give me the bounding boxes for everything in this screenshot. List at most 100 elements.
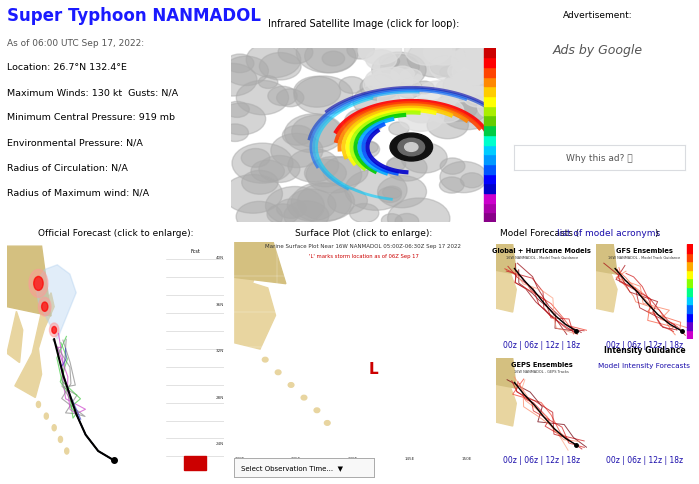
Text: Maximum Winds: 130 kt  Gusts: N/A: Maximum Winds: 130 kt Gusts: N/A (7, 88, 178, 97)
Bar (484, 194, 496, 203)
Circle shape (225, 102, 250, 118)
Text: 00z | 06z | 12z | 18z: 00z | 06z | 12z | 18z (606, 455, 683, 464)
Text: Advertisement:: Advertisement: (563, 11, 633, 20)
Circle shape (52, 425, 56, 431)
Circle shape (350, 204, 379, 223)
Circle shape (305, 40, 356, 74)
Text: As of 06:00 UTC Sep 17, 2022:: As of 06:00 UTC Sep 17, 2022: (7, 39, 144, 48)
Text: 00z | 06z | 12z | 18z: 00z | 06z | 12z | 18z (606, 340, 683, 349)
Text: Ads by Google: Ads by Google (553, 44, 642, 57)
Circle shape (224, 57, 268, 86)
Circle shape (224, 175, 282, 214)
Text: Marine Surface Plot Near 16W NANMADOL 05:00Z-06:30Z Sep 17 2022: Marine Surface Plot Near 16W NANMADOL 05… (266, 243, 461, 248)
Circle shape (380, 55, 400, 69)
Text: Stop seeing this ad: Stop seeing this ad (550, 121, 649, 130)
Circle shape (38, 298, 51, 317)
Circle shape (339, 77, 365, 94)
Circle shape (466, 88, 491, 105)
Circle shape (395, 214, 419, 229)
Circle shape (447, 81, 473, 98)
Circle shape (306, 157, 361, 194)
Circle shape (372, 53, 426, 89)
Circle shape (241, 149, 270, 168)
Text: 16W NANMADOL - Model Track Guidance: 16W NANMADOL - Model Track Guidance (505, 256, 578, 260)
Circle shape (358, 37, 401, 65)
Bar (484, 126, 496, 136)
Circle shape (363, 74, 399, 97)
Circle shape (473, 55, 509, 78)
Circle shape (358, 113, 376, 125)
Circle shape (262, 358, 268, 362)
Circle shape (381, 56, 419, 81)
Circle shape (324, 421, 330, 425)
Bar (687, 313, 693, 322)
Text: 'L' marks storm location as of 06Z Sep 17: 'L' marks storm location as of 06Z Sep 1… (308, 254, 419, 258)
Circle shape (452, 60, 492, 86)
Circle shape (382, 214, 402, 228)
Circle shape (291, 183, 352, 223)
Text: Minimum Central Pressure: 919 mb: Minimum Central Pressure: 919 mb (7, 113, 175, 122)
Text: Location: 26.7°N 132.4°E: Location: 26.7°N 132.4°E (7, 63, 127, 72)
Text: 130E: 130E (234, 456, 245, 460)
Circle shape (232, 144, 293, 184)
Circle shape (278, 42, 313, 64)
Circle shape (461, 173, 483, 188)
Circle shape (403, 100, 440, 123)
Circle shape (391, 67, 415, 82)
Text: L: L (369, 361, 379, 376)
Bar (484, 87, 496, 97)
Circle shape (468, 71, 503, 94)
Bar (687, 304, 693, 313)
Text: Radius of Maximum wind: N/A: Radius of Maximum wind: N/A (7, 188, 149, 197)
Circle shape (294, 77, 353, 116)
Text: Model Intensity Forecasts: Model Intensity Forecasts (598, 363, 691, 368)
Bar (484, 97, 496, 106)
Circle shape (52, 327, 57, 334)
Circle shape (226, 55, 254, 74)
Circle shape (275, 370, 281, 375)
Polygon shape (496, 358, 517, 388)
Circle shape (480, 80, 505, 96)
Circle shape (424, 40, 463, 66)
Circle shape (415, 82, 434, 95)
Bar (484, 77, 496, 87)
Circle shape (377, 176, 426, 208)
Circle shape (59, 437, 62, 442)
Polygon shape (596, 244, 608, 274)
Circle shape (259, 53, 301, 81)
Circle shape (50, 323, 59, 337)
Bar (484, 145, 496, 155)
Circle shape (236, 202, 282, 232)
Text: Fcst: Fcst (190, 249, 200, 254)
Text: 140E: 140E (348, 456, 359, 460)
Circle shape (42, 302, 48, 312)
Circle shape (361, 142, 378, 154)
Circle shape (427, 112, 468, 139)
Circle shape (387, 198, 450, 240)
Polygon shape (234, 242, 286, 284)
Circle shape (208, 64, 257, 97)
Circle shape (328, 188, 368, 214)
Circle shape (271, 134, 323, 168)
Bar (484, 58, 496, 68)
Bar (484, 165, 496, 174)
Bar (687, 330, 693, 339)
Circle shape (426, 99, 463, 123)
Circle shape (314, 408, 319, 413)
Circle shape (462, 53, 501, 79)
Circle shape (268, 87, 297, 106)
Bar (484, 184, 496, 194)
Circle shape (259, 76, 278, 89)
Polygon shape (496, 385, 517, 426)
Circle shape (443, 72, 489, 102)
Circle shape (353, 141, 380, 159)
Bar (484, 68, 496, 77)
Circle shape (266, 187, 324, 226)
Polygon shape (7, 247, 51, 317)
Text: Why this ad? ⓘ: Why this ad? ⓘ (566, 153, 633, 162)
Circle shape (246, 43, 301, 78)
Bar (687, 270, 693, 279)
Circle shape (291, 116, 341, 149)
Circle shape (347, 42, 375, 60)
Circle shape (36, 402, 41, 408)
